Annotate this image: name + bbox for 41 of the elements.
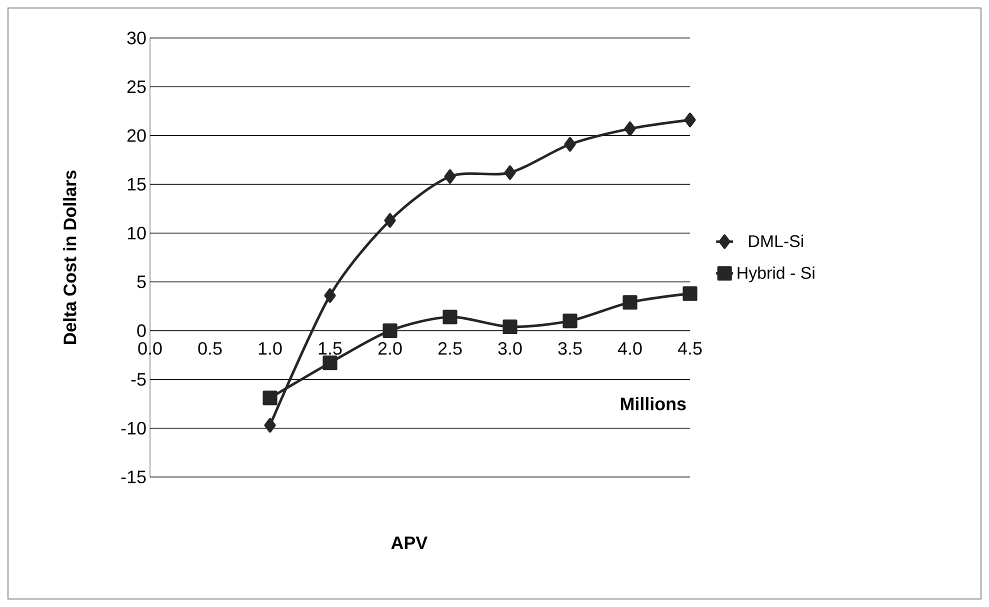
- y-tick-label: 20: [127, 129, 146, 142]
- y-tick-label: -5: [131, 373, 146, 386]
- x-tick-label: 3.5: [558, 342, 582, 355]
- legend-label: Hybrid - Si: [738, 266, 814, 282]
- y-tick-label: -10: [121, 422, 146, 435]
- x-axis-title: APV: [391, 536, 428, 550]
- x-tick-label: 0.5: [198, 342, 222, 355]
- x-tick-label: 4.0: [618, 342, 642, 355]
- point: [682, 286, 698, 301]
- point: [264, 418, 276, 433]
- x-tick-label: 0.0: [138, 342, 162, 355]
- annotation: Millions: [620, 397, 686, 410]
- x-tick-label: 2.0: [378, 342, 402, 355]
- y-tick-label: 30: [127, 32, 146, 44]
- y-tick-label: 0: [137, 324, 146, 338]
- point: [442, 310, 458, 324]
- x-tick-label: 3.0: [498, 342, 522, 355]
- point: [564, 137, 576, 152]
- point: [502, 319, 518, 334]
- y-tick-label: -15: [121, 470, 146, 484]
- point: [444, 169, 456, 184]
- point: [324, 288, 336, 303]
- x-tick-label: 1.5: [318, 342, 342, 355]
- point: [384, 213, 396, 228]
- y-axis-title: Delta Cost in Dollars: [63, 170, 76, 344]
- point: [322, 356, 338, 370]
- x-tick-label: 1.0: [258, 342, 282, 355]
- point: [562, 314, 578, 328]
- point: [504, 165, 516, 180]
- point: [382, 323, 398, 338]
- point: [622, 295, 638, 310]
- point: [684, 112, 696, 128]
- y-tick-label: 10: [128, 226, 146, 240]
- y-tick-label: 25: [127, 80, 146, 94]
- x-tick-label: 2.5: [438, 342, 462, 355]
- point: [624, 121, 636, 136]
- legend-label: DML-Si: [749, 234, 804, 248]
- point: [262, 390, 278, 406]
- y-tick-label: 15: [128, 178, 146, 191]
- x-tick-label: 4.5: [678, 342, 702, 355]
- y-tick-label: 5: [137, 276, 146, 288]
